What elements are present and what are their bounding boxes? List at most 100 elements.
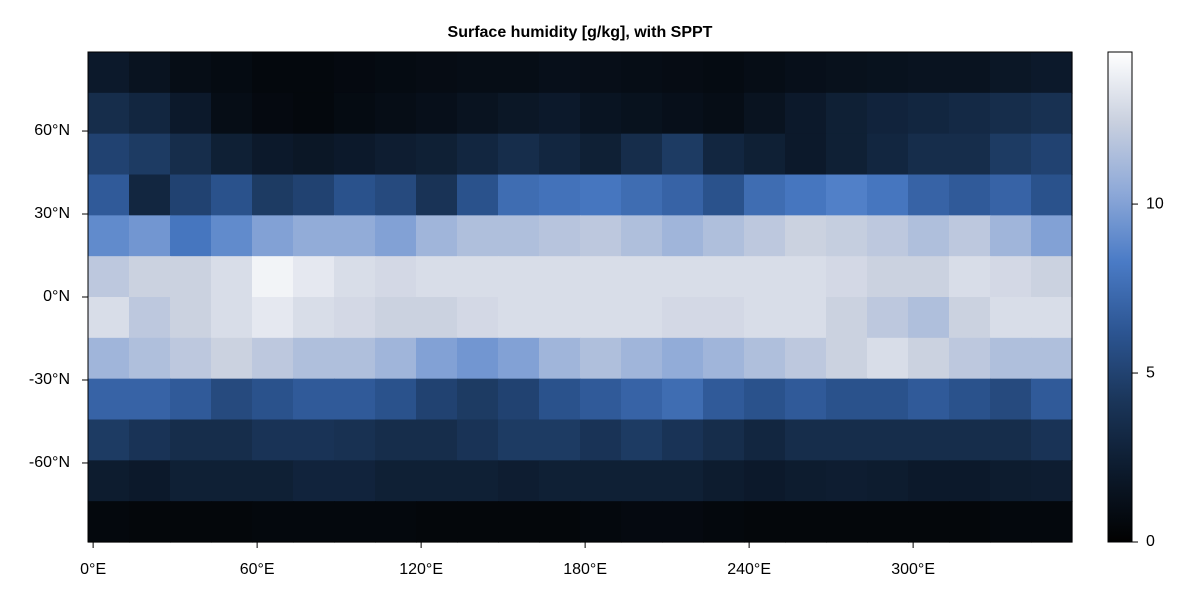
heatmap-cell <box>293 337 335 380</box>
heatmap-cell <box>662 419 704 461</box>
heatmap-cell <box>129 460 171 502</box>
heatmap-cell <box>88 51 130 94</box>
heatmap-cell <box>375 419 417 461</box>
heatmap-cell <box>375 296 417 339</box>
heatmap-cell <box>129 378 171 421</box>
heatmap-cell <box>580 337 622 380</box>
heatmap-cell <box>539 174 581 216</box>
heatmap-cell <box>949 133 991 176</box>
heatmap-cell <box>457 51 499 94</box>
heatmap-cell <box>416 378 458 421</box>
heatmap-cell <box>293 51 335 94</box>
heatmap-cell <box>662 256 704 298</box>
x-tick-label: 180°E <box>563 561 607 578</box>
heatmap-cell <box>826 256 868 298</box>
heatmap-cell <box>293 296 335 339</box>
heatmap-cell <box>826 51 868 94</box>
heatmap-cell <box>539 501 581 543</box>
heatmap-cell <box>416 419 458 461</box>
heatmap-cell <box>88 337 130 380</box>
heatmap-cell <box>88 378 130 421</box>
heatmap-cell <box>826 337 868 380</box>
heatmap-cell <box>662 92 704 135</box>
heatmap-cell <box>88 419 130 461</box>
heatmap-cell <box>990 174 1032 216</box>
heatmap-cell <box>129 174 171 216</box>
heatmap-cell <box>949 215 991 257</box>
heatmap-cell <box>416 133 458 176</box>
heatmap-cell <box>826 501 868 543</box>
heatmap-cell <box>457 378 499 421</box>
heatmap-cell <box>539 51 581 94</box>
heatmap-cell <box>170 378 212 421</box>
heatmap-cell <box>211 337 253 380</box>
heatmap-cell <box>416 501 458 543</box>
heatmap-cell <box>662 133 704 176</box>
heatmap-cell <box>990 92 1032 135</box>
heatmap-cell <box>908 174 950 216</box>
heatmap-cell <box>826 215 868 257</box>
heatmap-cell <box>744 337 786 380</box>
heatmap-cell <box>170 174 212 216</box>
heatmap-cell <box>949 92 991 135</box>
y-tick-label: 0°N <box>43 288 70 305</box>
heatmap-cell <box>785 215 827 257</box>
heatmap-cell <box>703 501 745 543</box>
heatmap-cell <box>580 460 622 502</box>
heatmap-cell <box>293 460 335 502</box>
heatmap-cell <box>498 378 540 421</box>
heatmap-cell <box>416 51 458 94</box>
heatmap-cell <box>621 51 663 94</box>
heatmap-cell <box>703 174 745 216</box>
heatmap-cell <box>949 51 991 94</box>
heatmap-cell <box>211 51 253 94</box>
heatmap-cell <box>211 378 253 421</box>
heatmap-cell <box>580 92 622 135</box>
heatmap-cell <box>129 133 171 176</box>
heatmap-cell <box>580 174 622 216</box>
heatmap-cell <box>88 460 130 502</box>
heatmap-cell <box>375 256 417 298</box>
heatmap-cell <box>129 256 171 298</box>
heatmap-cell <box>375 378 417 421</box>
heatmap-cell <box>908 296 950 339</box>
heatmap-cell <box>375 51 417 94</box>
heatmap-cell <box>662 215 704 257</box>
heatmap-cell <box>1031 296 1073 339</box>
heatmap-cell <box>334 133 376 176</box>
heatmap-cell <box>826 419 868 461</box>
heatmap-cell <box>744 256 786 298</box>
heatmap-cell <box>498 460 540 502</box>
heatmap-cell <box>744 51 786 94</box>
heatmap-cell <box>703 378 745 421</box>
heatmap-cell <box>252 501 294 543</box>
heatmap-cell <box>867 133 909 176</box>
heatmap-cell <box>88 296 130 339</box>
heatmap-cell <box>293 501 335 543</box>
heatmap-cell <box>293 92 335 135</box>
heatmap-cell <box>785 460 827 502</box>
heatmap-cell <box>703 51 745 94</box>
heatmap-cell <box>990 337 1032 380</box>
heatmap-cell <box>744 296 786 339</box>
heatmap-cell <box>703 133 745 176</box>
heatmap-cell <box>580 419 622 461</box>
heatmap-cell <box>539 296 581 339</box>
heatmap-cell <box>457 501 499 543</box>
heatmap-cell <box>785 419 827 461</box>
heatmap-cell <box>744 215 786 257</box>
heatmap-cell <box>744 378 786 421</box>
y-tick-label: -60°N <box>29 454 70 471</box>
heatmap-cell <box>580 378 622 421</box>
heatmap-cell <box>211 419 253 461</box>
heatmap-cell <box>539 460 581 502</box>
heatmap-cell <box>990 460 1032 502</box>
heatmap-cell <box>826 133 868 176</box>
heatmap-cell <box>539 92 581 135</box>
heatmap-cell <box>703 337 745 380</box>
heatmap-cell <box>744 92 786 135</box>
heatmap-cell <box>252 133 294 176</box>
heatmap-cell <box>867 378 909 421</box>
heatmap-cell <box>539 215 581 257</box>
heatmap-cell <box>334 460 376 502</box>
